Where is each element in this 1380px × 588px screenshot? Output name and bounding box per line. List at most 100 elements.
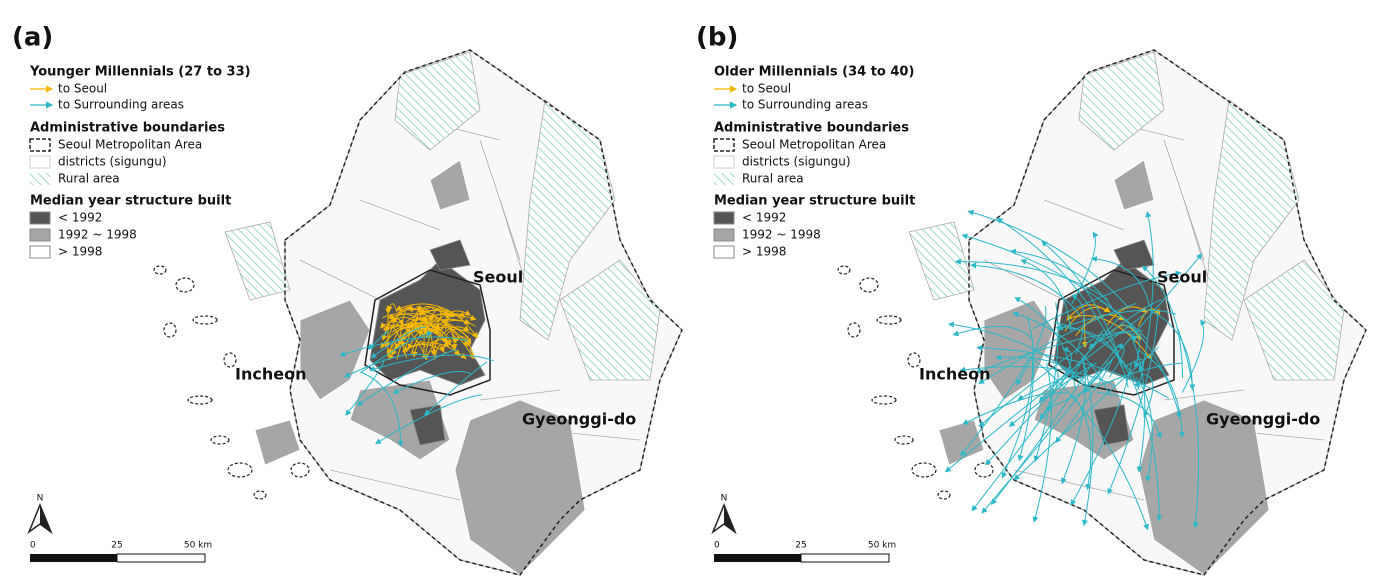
- district-boundary: [299, 259, 381, 301]
- flow-to-surrounding: [978, 302, 1137, 384]
- district-1992-1998: [1113, 159, 1155, 211]
- flow-to-surrounding: [978, 337, 1095, 427]
- island: [210, 435, 230, 445]
- district-boundary: [983, 259, 1065, 301]
- flow-to-surrounding: [996, 217, 1123, 363]
- island: [974, 462, 994, 478]
- flow-to-surrounding: [944, 312, 1147, 473]
- legend-swatch: [714, 173, 734, 185]
- north-label: N: [37, 494, 44, 504]
- flow-to-surrounding: [1041, 240, 1129, 388]
- flow-to-surrounding: [1081, 356, 1094, 527]
- district-boundary: [479, 139, 521, 261]
- place-label: Incheon: [235, 365, 306, 384]
- rural-area: [908, 221, 975, 301]
- flow-to-surrounding: [1071, 231, 1099, 305]
- legend-swatch: [29, 138, 51, 152]
- district-1992-1998: [429, 159, 471, 211]
- flow-to-surrounding: [1045, 362, 1182, 410]
- flow-to-surrounding: [1061, 364, 1086, 485]
- flow-to-surrounding: [1150, 310, 1196, 391]
- flow-to-seoul: [425, 325, 470, 359]
- flow-to-surrounding: [1090, 256, 1151, 307]
- island: [871, 395, 897, 405]
- flow-to-surrounding: [1107, 311, 1159, 495]
- legend-swatch: [713, 245, 735, 259]
- scale-label: 0: [30, 541, 36, 551]
- flow-to-surrounding: [1053, 321, 1140, 389]
- rural-area: [1078, 51, 1165, 151]
- north-arrow-half: [40, 505, 51, 532]
- island: [192, 315, 218, 325]
- scale-label: 0: [714, 541, 720, 551]
- legend-label: < 1992: [58, 211, 102, 225]
- flow-to-surrounding: [1096, 392, 1162, 439]
- flow-to-surrounding: [1137, 349, 1185, 438]
- scale-bar: [714, 554, 801, 562]
- flow-to-surrounding: [1135, 377, 1153, 483]
- flow-to-surrounding: [1008, 362, 1097, 427]
- north-label: N: [721, 494, 728, 504]
- scale-label: 50 km: [184, 541, 212, 551]
- legend-label: Rural area: [58, 172, 120, 186]
- district-before-1992: [409, 404, 446, 446]
- legend-label: Rural area: [742, 172, 804, 186]
- seoul-boundary: [1048, 269, 1175, 396]
- place-label: Gyeonggi-do: [522, 410, 636, 429]
- flow-to-surrounding: [1032, 270, 1182, 330]
- district-1992-1998: [299, 299, 371, 401]
- flow-to-surrounding: [343, 353, 430, 378]
- flow-to-surrounding: [952, 326, 1032, 339]
- legend-title: Younger Millennials (27 to 33): [29, 65, 251, 80]
- flow-to-seoul: [429, 339, 460, 357]
- legend-label: < 1992: [742, 211, 786, 225]
- scale-bar: [30, 554, 117, 562]
- island: [876, 315, 902, 325]
- flow-to-seoul: [387, 313, 470, 339]
- district-1992-1998: [454, 399, 586, 576]
- flow-to-seoul: [419, 306, 443, 317]
- flow-to-seoul: [429, 326, 469, 347]
- legend-swatch: [29, 155, 51, 169]
- legend-label: to Surrounding areas: [742, 98, 868, 112]
- scale-bar: [116, 553, 206, 563]
- scale-label: 25: [795, 541, 806, 551]
- flow-to-seoul: [1066, 304, 1106, 321]
- district-boundary: [359, 199, 441, 231]
- flow-to-surrounding: [424, 361, 488, 416]
- island: [911, 462, 937, 478]
- scale-bar: [800, 553, 890, 563]
- flow-to-surrounding: [1124, 358, 1145, 372]
- flow-to-seoul: [416, 305, 423, 322]
- flow-to-surrounding: [1056, 309, 1177, 331]
- flow-to-surrounding: [1034, 359, 1149, 531]
- flow-to-surrounding: [1039, 368, 1059, 421]
- island: [175, 277, 195, 293]
- district-boundary: [329, 469, 461, 501]
- legend-label: 1992 ~ 1998: [742, 228, 821, 242]
- place-label: Incheon: [919, 365, 990, 384]
- island: [290, 462, 310, 478]
- seoul-boundary: [364, 269, 491, 396]
- flow-to-surrounding: [991, 362, 1093, 506]
- island: [907, 352, 921, 368]
- flow-to-surrounding: [1017, 316, 1035, 462]
- island: [837, 265, 851, 275]
- flow-to-surrounding: [960, 355, 1031, 457]
- legend-label: > 1998: [58, 245, 102, 259]
- flow-to-surrounding: [971, 329, 1104, 512]
- flow-to-seoul: [410, 324, 441, 356]
- map-panel: (a) Seoul Incheon Gyeonggi-do Younger Millen…: [12, 23, 683, 576]
- district-boundary: [1043, 199, 1125, 231]
- flow-to-surrounding: [985, 314, 1122, 466]
- legend-label: districts (sigungu): [742, 155, 851, 169]
- flow-to-surrounding: [1017, 376, 1087, 401]
- flow-to-surrounding: [975, 330, 1143, 374]
- flow-to-surrounding: [1032, 362, 1052, 523]
- flow-to-seoul: [384, 307, 414, 349]
- panel-label: (b): [696, 23, 738, 53]
- flow-to-surrounding: [947, 321, 1088, 390]
- flow-to-surrounding: [967, 209, 1130, 309]
- scale-label: 50 km: [868, 541, 896, 551]
- flow-to-seoul: [413, 313, 464, 332]
